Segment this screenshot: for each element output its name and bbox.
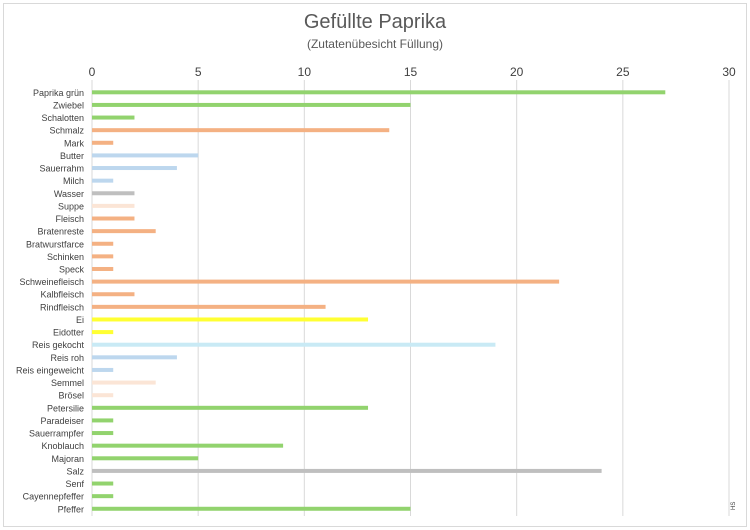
category-label: Salz — [66, 466, 84, 476]
category-label: Zwiebel — [53, 100, 84, 110]
bar — [92, 166, 177, 171]
bar — [92, 405, 369, 410]
bar — [92, 367, 114, 372]
corner-note: HS — [731, 501, 737, 510]
category-label: Suppe — [58, 201, 84, 211]
x-tick-label: 10 — [298, 65, 312, 79]
bar — [92, 317, 369, 322]
category-label: Reis gekocht — [32, 340, 85, 350]
x-tick-label: 5 — [195, 65, 202, 79]
category-label: Schmalz — [49, 126, 84, 136]
x-tick-label: 25 — [616, 65, 630, 79]
category-label: Butter — [60, 151, 84, 161]
category-label: Reis eingeweicht — [16, 365, 85, 375]
bar — [92, 115, 135, 120]
chart-title: Gefüllte Paprika — [303, 11, 447, 33]
bar — [92, 443, 284, 448]
category-label: Paprika grün — [33, 88, 84, 98]
bar — [92, 304, 326, 309]
bar — [92, 153, 199, 158]
x-tick-label: 0 — [89, 65, 96, 79]
category-label: Brösel — [58, 391, 84, 401]
category-label: Eidotter — [53, 328, 84, 338]
bar — [92, 355, 177, 360]
category-label: Knoblauch — [41, 441, 84, 451]
category-label: Sauerrampfer — [29, 429, 84, 439]
category-label: Cayennepfeffer — [23, 492, 84, 502]
bar — [92, 191, 135, 196]
category-label: Majoran — [51, 454, 84, 464]
category-label: Milch — [63, 176, 84, 186]
category-label: Fleisch — [55, 214, 84, 224]
bar — [92, 90, 666, 95]
category-label: Bratenreste — [37, 227, 84, 237]
category-label: Petersilie — [47, 403, 84, 413]
bar — [92, 342, 496, 347]
category-label: Senf — [65, 479, 84, 489]
category-label: Rindfleisch — [40, 302, 84, 312]
category-label: Kalbfleisch — [40, 290, 84, 300]
bar — [92, 140, 114, 145]
x-tick-label: 20 — [510, 65, 524, 79]
bar — [92, 431, 114, 436]
category-label: Schalotten — [41, 113, 84, 123]
bar — [92, 178, 114, 183]
category-label: Sauerrahm — [39, 164, 84, 174]
bar — [92, 418, 114, 423]
bar — [92, 468, 602, 473]
category-label: Ei — [76, 315, 84, 325]
bar — [92, 330, 114, 335]
bar — [92, 279, 560, 284]
x-tick-label: 15 — [404, 65, 418, 79]
bar — [92, 393, 114, 398]
bar — [92, 456, 199, 461]
bar — [92, 266, 114, 271]
category-label: Mark — [64, 138, 84, 148]
bar — [92, 506, 411, 511]
bar — [92, 254, 114, 259]
bar — [92, 216, 135, 221]
category-label: Reis roh — [50, 353, 84, 363]
chart-subtitle: (Zutatenübesicht Füllung) — [306, 37, 444, 51]
category-label: Paradeiser — [40, 416, 84, 426]
bar — [92, 229, 156, 234]
category-label: Semmel — [51, 378, 84, 388]
x-tick-label: 30 — [722, 65, 736, 79]
bar — [92, 128, 390, 133]
bar — [92, 481, 114, 486]
category-label: Bratwurstfarce — [26, 239, 84, 249]
bar — [92, 494, 114, 499]
bar — [92, 203, 135, 208]
category-label: Schinken — [47, 252, 84, 262]
category-label: Schweinefleisch — [19, 277, 84, 287]
bar — [92, 241, 114, 246]
category-label: Pfeffer — [58, 504, 84, 514]
bar — [92, 292, 135, 297]
category-label: Wasser — [54, 189, 84, 199]
bar — [92, 102, 411, 107]
category-label: Speck — [59, 264, 85, 274]
bar — [92, 380, 156, 385]
